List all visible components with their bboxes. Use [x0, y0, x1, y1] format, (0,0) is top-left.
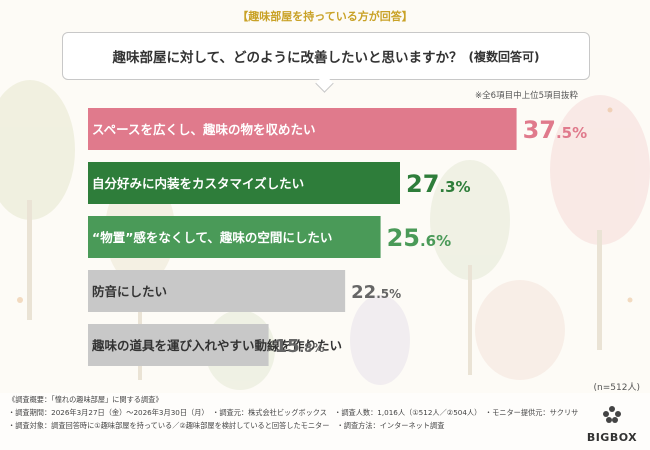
- bar-label-3: “物置”感をなくして、趣味の空間にしたい: [92, 230, 332, 245]
- bigbox-logo-icon: [603, 406, 621, 423]
- bar-2: [88, 162, 400, 204]
- bar-3: [88, 216, 381, 258]
- bar-value-3: 25.6%: [387, 224, 452, 252]
- bigbox-logo: BIGBOX: [582, 405, 642, 444]
- bigbox-logo-text: BIGBOX: [586, 431, 638, 444]
- question-box: 趣味部屋に対して、どのように改善したいと思いますか？ (複数回答可): [62, 32, 590, 80]
- survey-footer: 《調査概要：「憧れの趣味部屋」に関する調査》 ・調査期間：2026年3月27日（…: [0, 393, 650, 450]
- bar-label-5: 趣味の道具を運び入れやすい動線を作りたい: [91, 338, 342, 353]
- sample-size-label: (n=512人): [593, 383, 640, 393]
- bar-1: [88, 108, 517, 150]
- bar-value-1: 37.5%: [523, 116, 588, 144]
- footer-line: ・調査期間：2026年3月27日（金）～2026年3月30日（月） ・調査元：株…: [8, 408, 579, 417]
- bar-4: [88, 270, 346, 312]
- question-text: 趣味部屋に対して、どのように改善したいと思いますか？: [112, 50, 463, 66]
- footer-line: 《調査概要：「憧れの趣味部屋」に関する調査》: [8, 395, 163, 404]
- bar-value-2: 27.3%: [406, 170, 471, 198]
- bar-label-2: 自分好みに内装をカスタマイズしたい: [92, 176, 304, 191]
- footer-line: ・調査対象：調査回答時に①趣味部屋を持っている／②趣味部屋を検討していると回答し…: [8, 421, 445, 430]
- bar-label-4: 防音にしたい: [92, 284, 167, 299]
- bar-value-5: 15.8%: [275, 336, 325, 357]
- bar-value-4: 22.5%: [351, 282, 401, 303]
- respondent-tag: 【趣味部屋を持っている方が回答】: [237, 10, 413, 23]
- selection-note: ※全6項目中上位5項目抜粋: [475, 91, 578, 101]
- bar-label-1: スペースを広くし、趣味の物を収めたい: [92, 122, 316, 137]
- bar-5: [88, 324, 269, 366]
- question-subtext: (複数回答可): [468, 49, 540, 64]
